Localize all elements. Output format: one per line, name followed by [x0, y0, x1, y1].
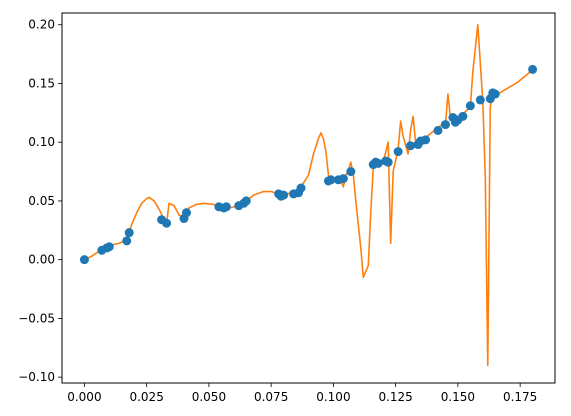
scatter-point [440, 120, 450, 130]
scatter-point [104, 242, 114, 252]
scatter-point [124, 228, 134, 238]
scatter-point [221, 202, 231, 212]
x-tick-label: 0.175 [503, 390, 537, 404]
scatter-point [406, 141, 416, 151]
scatter-point [122, 236, 132, 246]
scatter-point [79, 255, 89, 265]
scatter-point [338, 174, 348, 184]
x-tick-label: 0.025 [129, 390, 163, 404]
scatter-series [79, 64, 538, 265]
y-tick-label: 0.05 [28, 194, 55, 208]
scatter-point [326, 175, 336, 185]
x-tick-label: 0.100 [316, 390, 350, 404]
scatter-point [421, 135, 431, 145]
scatter-point [162, 218, 172, 228]
scatter-point [465, 101, 475, 111]
y-tick-label: 0.10 [28, 135, 55, 149]
y-tick-label: −0.05 [18, 311, 55, 325]
scatter-point [393, 147, 403, 157]
scatter-point [373, 158, 383, 168]
x-tick-label: 0.125 [378, 390, 412, 404]
scatter-point [241, 196, 251, 206]
scatter-point [458, 111, 468, 121]
scatter-point [490, 89, 500, 99]
scatter-point [279, 190, 289, 200]
scatter-point [528, 64, 538, 74]
y-tick-label: 0.00 [28, 253, 55, 267]
axes-frame [61, 12, 556, 384]
x-tick-label: 0.075 [254, 390, 288, 404]
scatter-point [346, 167, 356, 177]
x-tick-label: 0.150 [441, 390, 475, 404]
scatter-point [383, 157, 393, 167]
scatter-point [181, 208, 191, 218]
y-axis: −0.10 −0.05 0.00 0.05 0.10 0.15 0.20 [18, 18, 62, 384]
x-tick-label: 0.050 [192, 390, 226, 404]
y-tick-label: 0.15 [28, 76, 55, 90]
scatter-point [475, 95, 485, 105]
scatter-point [433, 125, 443, 135]
y-tick-label: −0.10 [18, 370, 55, 384]
x-axis: 0.000 0.025 0.050 0.075 0.100 0.125 0.150 0.175 [67, 383, 537, 404]
scatter-point [296, 183, 306, 193]
x-tick-label: 0.000 [67, 390, 101, 404]
y-tick-label: 0.20 [28, 18, 55, 32]
